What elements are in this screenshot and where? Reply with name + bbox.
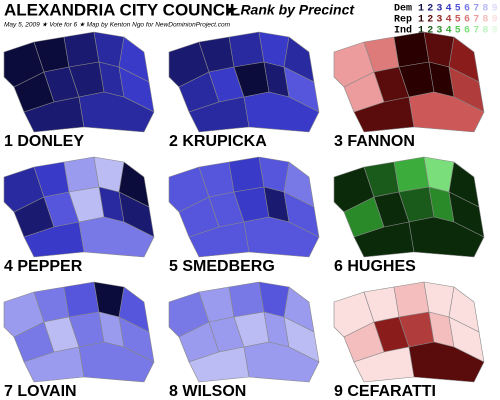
legend-rank: 7 <box>473 26 479 37</box>
legend-rank: 5 <box>455 4 461 15</box>
map-panel: 3 FANNON <box>333 31 485 150</box>
precinct <box>78 91 155 133</box>
legend-rank: 1 <box>418 15 424 26</box>
precinct <box>243 341 320 383</box>
map-panel: 5 SMEDBERG <box>168 156 320 275</box>
panel-label: 2 KRUPICKA <box>169 133 267 150</box>
precinct <box>228 281 265 318</box>
legend-rank: 9 <box>492 4 498 15</box>
precinct <box>243 91 320 133</box>
legend-rank: 2 <box>427 15 433 26</box>
map-panel: 9 CEFARATTI <box>333 281 485 400</box>
map-panel: 2 KRUPICKA <box>168 31 320 150</box>
legend-rank: 2 <box>427 26 433 37</box>
precinct <box>393 156 430 193</box>
precinct <box>393 281 430 318</box>
legend-rank: 4 <box>446 15 452 26</box>
legend-party: Ind <box>394 25 412 37</box>
legend-party: Dem <box>394 4 412 15</box>
panel-label: 3 FANNON <box>334 133 415 150</box>
panel-label: 5 SMEDBERG <box>169 258 275 275</box>
legend-rank: 4 <box>446 4 452 15</box>
legend-rank: 3 <box>436 15 442 26</box>
panel-label: 9 CEFARATTI <box>334 383 436 400</box>
precinct <box>408 341 485 383</box>
legend-rank: 8 <box>482 4 488 15</box>
byline: May 5, 2009 ★ Vote for 6 ★ Map by Kenton… <box>4 22 231 29</box>
legend-rank: 7 <box>473 15 479 26</box>
map-panel: 1 DONLEY <box>3 31 155 150</box>
legend-rank: 5 <box>455 15 461 26</box>
panel-label: 7 LOVAIN <box>4 383 77 400</box>
precinct <box>63 31 100 68</box>
legend-rank: 7 <box>473 4 479 15</box>
legend-rank: 6 <box>464 26 470 37</box>
precinct <box>243 216 320 258</box>
legend-rank: 8 <box>482 26 488 37</box>
precinct <box>78 216 155 258</box>
panel-label: 6 HUGHES <box>334 258 416 275</box>
map-panel: 8 WILSON <box>168 281 320 400</box>
panel-label: 4 PEPPER <box>4 258 83 275</box>
subtitle: ★ Rank by Precinct <box>224 2 355 18</box>
legend-rank: 6 <box>464 4 470 15</box>
precinct <box>408 91 485 133</box>
legend-party: Rep <box>394 15 412 26</box>
legend: Dem 1 2 3 4 5 6 7 8 9 Rep 1 2 3 4 5 6 7 8 9 Ind 1 2 3 4 5 6 7 8 9 <box>394 4 498 37</box>
map-panel: 4 PEPPER <box>3 156 155 275</box>
title: ALEXANDRIA CITY COUNCIL <box>4 0 240 19</box>
precinct <box>63 156 100 193</box>
map-panel: 7 LOVAIN <box>3 281 155 400</box>
panel-label: 8 WILSON <box>169 383 246 400</box>
legend-rank: 3 <box>436 4 442 15</box>
legend-rank: 1 <box>418 4 424 15</box>
legend-rank: 5 <box>455 26 461 37</box>
legend-rank: 9 <box>492 15 498 26</box>
legend-rank: 9 <box>492 26 498 37</box>
precinct <box>228 31 265 68</box>
legend-rank: 6 <box>464 15 470 26</box>
precinct <box>228 156 265 193</box>
map-panel: 6 HUGHES <box>333 156 485 275</box>
legend-rank: 1 <box>418 26 424 37</box>
legend-rank: 4 <box>446 26 452 37</box>
precinct <box>408 216 485 258</box>
panel-label: 1 DONLEY <box>4 133 84 150</box>
precinct <box>393 31 430 68</box>
precinct <box>78 341 155 383</box>
maps: 1 DONLEY 2 KRUPICKA 3 FANNON 4 PEPPER 5 SMED… <box>3 31 485 400</box>
legend-rank: 2 <box>427 4 433 15</box>
legend-rank: 3 <box>436 26 442 37</box>
precinct <box>63 281 100 318</box>
legend-rank: 8 <box>482 15 488 26</box>
